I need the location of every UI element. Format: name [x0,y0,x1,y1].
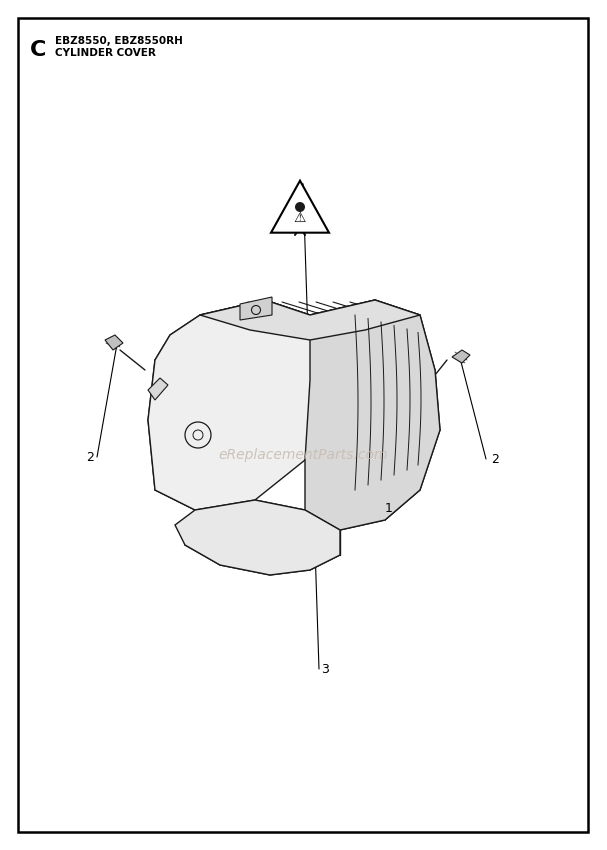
Text: C: C [30,40,46,60]
Polygon shape [148,378,168,400]
Polygon shape [175,500,340,575]
Polygon shape [200,300,420,340]
Polygon shape [452,350,470,363]
Polygon shape [105,335,123,350]
Text: 2: 2 [86,450,93,464]
Polygon shape [148,300,315,510]
Polygon shape [305,300,440,530]
Text: 2: 2 [491,452,498,466]
Text: CYLINDER COVER: CYLINDER COVER [55,48,156,58]
Text: ⚠: ⚠ [294,211,307,225]
Text: 1: 1 [385,502,392,515]
Text: eReplacementParts.com: eReplacementParts.com [219,448,388,462]
Text: EBZ8550, EBZ8550RH: EBZ8550, EBZ8550RH [55,36,183,46]
Polygon shape [240,297,272,320]
Circle shape [295,202,305,212]
Polygon shape [271,181,329,233]
Text: 3: 3 [321,663,328,677]
